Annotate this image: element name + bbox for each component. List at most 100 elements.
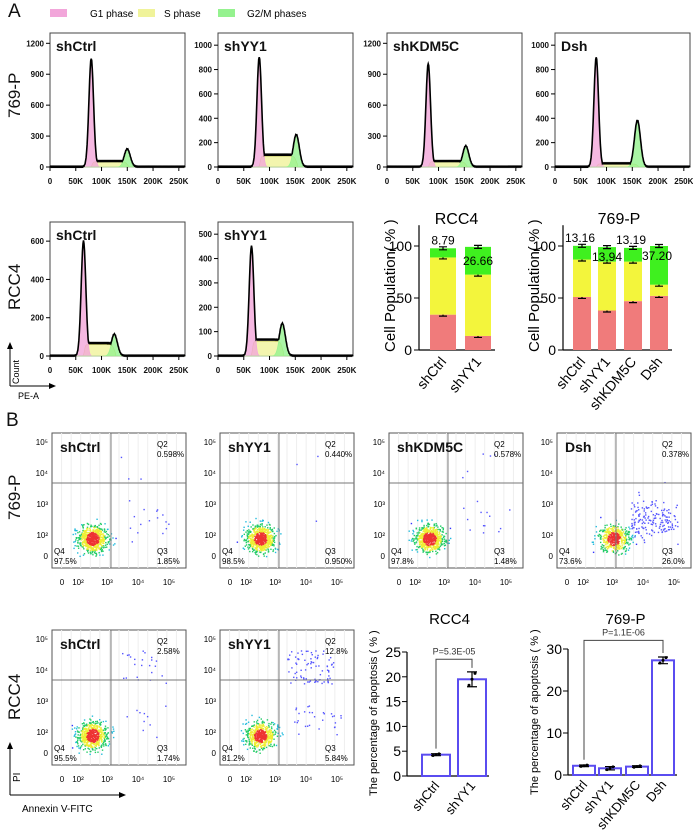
data-point xyxy=(96,543,98,546)
data-point xyxy=(613,541,616,543)
data-point xyxy=(91,721,93,724)
data-point xyxy=(261,530,263,532)
data-point xyxy=(466,518,469,521)
data-point xyxy=(617,542,619,545)
data-point xyxy=(267,546,270,548)
data-point xyxy=(271,540,274,542)
data-point xyxy=(251,728,253,730)
data-point xyxy=(243,744,245,746)
y-tick-label: 25 xyxy=(385,644,401,660)
data-point xyxy=(97,725,99,727)
data-point xyxy=(86,725,88,727)
data-point xyxy=(434,529,436,531)
data-point xyxy=(426,536,429,538)
data-point xyxy=(277,725,279,728)
data-point xyxy=(264,533,267,536)
data-point xyxy=(86,540,89,542)
data-point xyxy=(426,547,428,549)
data-point xyxy=(256,733,259,735)
data-point xyxy=(90,734,92,737)
data-point xyxy=(97,533,99,535)
data-point xyxy=(429,537,432,539)
data-point xyxy=(89,753,91,756)
data-point xyxy=(646,507,648,509)
data-point xyxy=(267,546,269,548)
data-point xyxy=(93,746,95,748)
data-point xyxy=(598,535,600,537)
data-point xyxy=(92,739,95,741)
data-point xyxy=(248,529,250,531)
data-point xyxy=(260,747,263,750)
data-point xyxy=(600,545,602,548)
x-tick-label: 50K xyxy=(236,366,251,375)
data-point xyxy=(429,546,431,549)
data-point xyxy=(303,711,306,713)
data-point xyxy=(644,526,647,529)
x-tick-label: 100K xyxy=(260,366,279,375)
data-point xyxy=(143,508,145,511)
data-point xyxy=(99,729,101,731)
data-point xyxy=(428,523,431,526)
data-point xyxy=(650,519,652,522)
data-point xyxy=(599,530,601,532)
data-point xyxy=(84,733,87,736)
data-point xyxy=(434,539,437,541)
y-tick-label: 600 xyxy=(199,90,213,99)
data-point xyxy=(102,537,104,539)
data-point xyxy=(76,552,79,554)
data-point xyxy=(261,722,264,724)
data-point xyxy=(429,536,431,539)
data-point xyxy=(265,746,268,749)
data-point xyxy=(102,732,105,734)
data-point xyxy=(78,731,80,733)
data-point xyxy=(82,525,84,527)
pe-axis-title: PE-A xyxy=(18,391,39,401)
data-point xyxy=(246,536,249,538)
data-point xyxy=(323,650,325,652)
data-point xyxy=(89,737,92,739)
data-point xyxy=(265,545,267,547)
data-point xyxy=(103,536,105,538)
y-tick-label: 200 xyxy=(31,314,45,323)
data-point xyxy=(245,521,247,523)
data-point xyxy=(429,556,431,559)
data-point xyxy=(424,533,426,536)
data-point xyxy=(257,535,259,537)
y-tick-label: 200 xyxy=(199,139,213,148)
flow-plot-dsh: Dsh Q20.378%Q326.0%Q473.6%0010²10²10³10³1… xyxy=(541,432,692,587)
data-point xyxy=(437,546,440,549)
data-point xyxy=(259,547,261,549)
data-point xyxy=(87,527,89,530)
bar-g2m xyxy=(624,247,642,262)
data-point xyxy=(256,541,258,543)
data-point xyxy=(90,744,92,747)
data-point xyxy=(615,533,618,535)
q4-value: 73.6% xyxy=(559,557,582,566)
data-point xyxy=(112,544,115,546)
data-point xyxy=(606,541,609,543)
data-point xyxy=(103,531,105,533)
data-point xyxy=(652,521,654,523)
data-point xyxy=(248,744,250,746)
data-point xyxy=(75,728,78,730)
data-point xyxy=(253,726,255,728)
data-point xyxy=(423,538,426,540)
y-tick-label: 10² xyxy=(541,531,553,540)
data-point xyxy=(262,534,264,537)
data-point xyxy=(262,747,265,750)
data-point xyxy=(258,527,260,530)
data-point xyxy=(616,538,619,540)
data-point xyxy=(126,716,128,718)
data-point xyxy=(617,545,619,547)
data-point xyxy=(606,545,609,548)
data-point xyxy=(606,528,608,530)
data-point xyxy=(91,550,94,553)
data-point xyxy=(106,533,108,535)
data-point xyxy=(104,740,106,743)
data-point xyxy=(256,736,258,739)
data-point xyxy=(267,532,270,534)
data-point xyxy=(273,527,275,529)
data-point xyxy=(412,531,415,533)
data-point xyxy=(87,536,89,539)
data-point xyxy=(261,534,263,536)
